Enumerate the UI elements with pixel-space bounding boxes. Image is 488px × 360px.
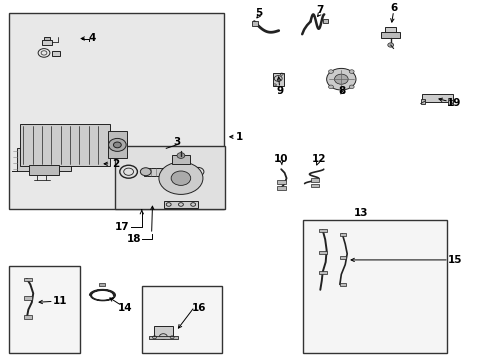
Bar — [149, 336, 177, 339]
Bar — [339, 283, 346, 286]
Text: 19: 19 — [446, 98, 460, 108]
Bar — [277, 180, 285, 184]
Bar — [420, 99, 425, 104]
Bar — [172, 155, 189, 164]
Circle shape — [328, 85, 333, 89]
Text: 17: 17 — [115, 222, 129, 232]
Text: 3: 3 — [173, 137, 180, 147]
Bar — [29, 165, 59, 175]
Bar — [52, 51, 60, 56]
Polygon shape — [12, 139, 85, 171]
Bar — [41, 40, 52, 45]
Text: 9: 9 — [276, 86, 283, 96]
Text: 15: 15 — [447, 255, 461, 265]
Text: 14: 14 — [117, 303, 132, 313]
Bar — [318, 251, 326, 254]
Bar — [272, 73, 283, 86]
Text: 16: 16 — [192, 303, 206, 313]
Bar — [303, 220, 447, 353]
Circle shape — [113, 142, 121, 148]
Bar — [115, 146, 224, 209]
Text: 2: 2 — [112, 159, 119, 169]
Circle shape — [140, 168, 151, 176]
Bar — [163, 201, 198, 208]
Text: 18: 18 — [127, 234, 142, 244]
Bar — [252, 21, 258, 26]
Text: 1: 1 — [236, 132, 243, 142]
Bar — [421, 94, 452, 102]
Text: 13: 13 — [353, 208, 367, 218]
Text: 6: 6 — [389, 3, 396, 13]
Circle shape — [177, 153, 184, 158]
Text: 4: 4 — [88, 33, 96, 43]
Bar — [24, 278, 32, 281]
Text: 10: 10 — [273, 154, 288, 164]
Bar — [310, 184, 319, 187]
Bar — [43, 37, 50, 40]
Text: 8: 8 — [338, 86, 345, 96]
Bar — [385, 27, 395, 33]
Circle shape — [108, 138, 126, 151]
Circle shape — [159, 162, 203, 194]
Bar — [339, 256, 346, 259]
Circle shape — [334, 74, 347, 84]
Bar — [310, 178, 319, 182]
Bar — [99, 283, 104, 286]
Bar — [277, 186, 285, 190]
Bar — [107, 131, 127, 158]
Circle shape — [328, 70, 333, 73]
Text: 12: 12 — [311, 154, 325, 164]
Bar — [318, 271, 326, 274]
Bar — [381, 32, 399, 38]
Circle shape — [171, 171, 190, 185]
Text: 5: 5 — [255, 8, 262, 18]
Circle shape — [348, 70, 353, 73]
Text: 7: 7 — [316, 5, 324, 15]
Bar — [154, 326, 172, 337]
Bar — [322, 19, 327, 23]
Bar — [24, 296, 32, 300]
Bar — [142, 286, 222, 353]
Bar — [447, 100, 452, 105]
Text: 11: 11 — [52, 296, 67, 306]
Bar — [318, 229, 326, 232]
Bar — [144, 168, 173, 176]
Bar — [20, 124, 110, 166]
Bar — [24, 315, 32, 319]
Bar — [9, 266, 80, 353]
Bar — [9, 13, 224, 209]
Bar — [339, 233, 346, 236]
Circle shape — [348, 85, 353, 89]
Circle shape — [387, 43, 393, 47]
Circle shape — [326, 68, 355, 90]
